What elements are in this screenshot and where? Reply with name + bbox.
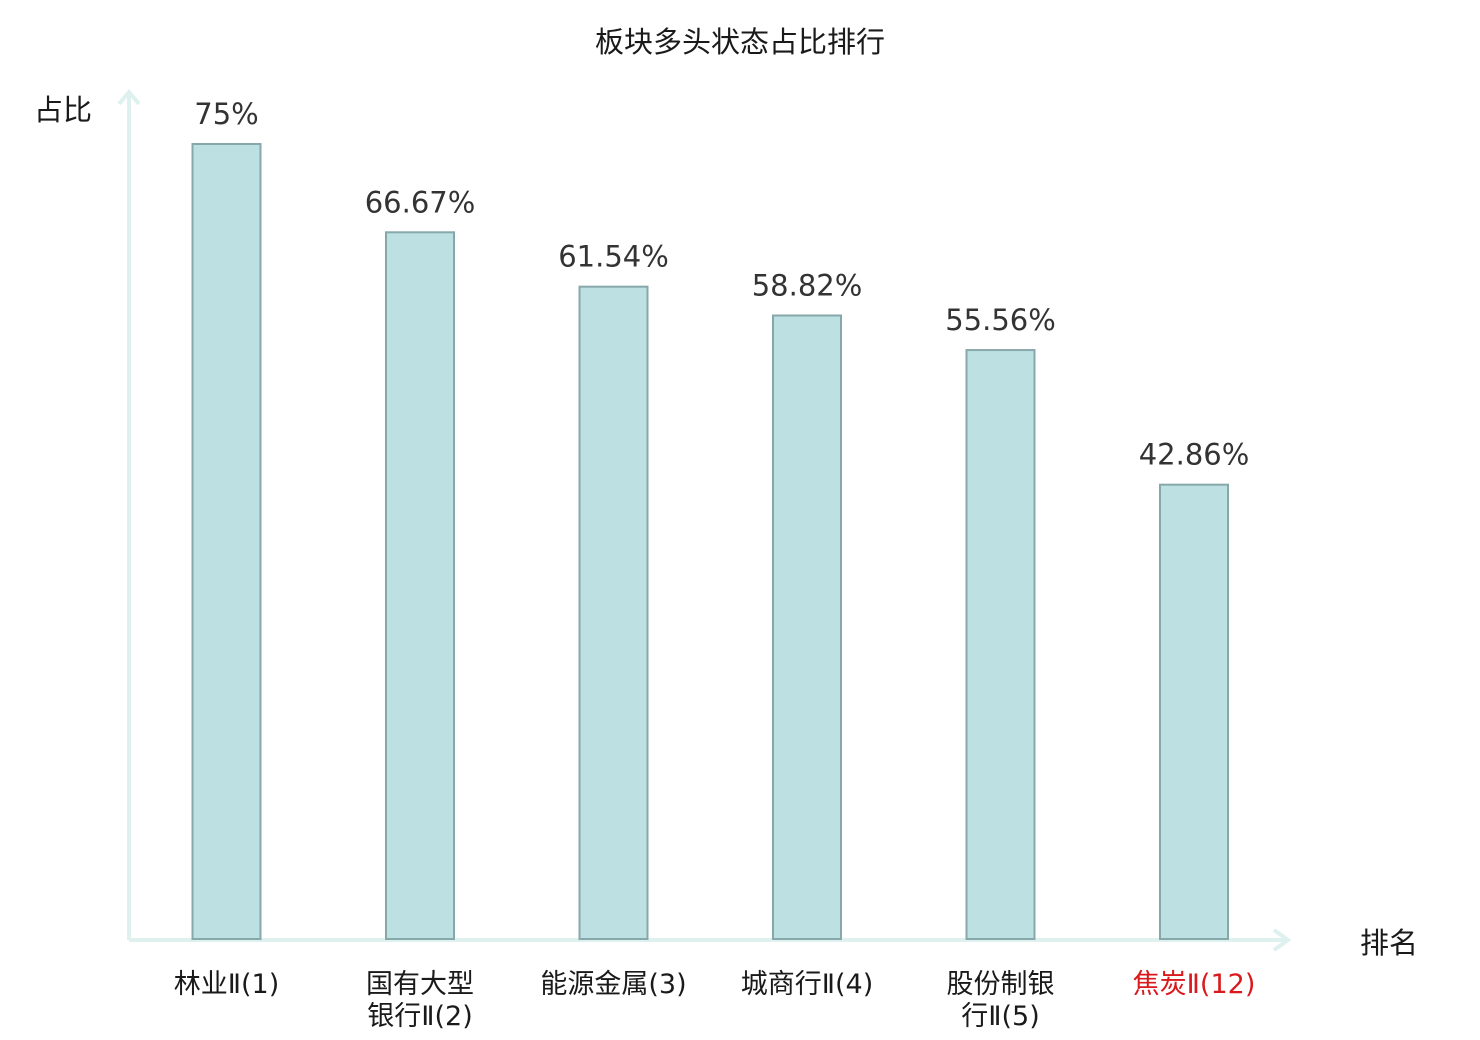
bar-1: [191, 143, 262, 940]
data-label-1: 75%: [194, 97, 258, 131]
bars-group: [191, 143, 1229, 941]
bar-6: [1159, 483, 1229, 940]
category-label-2: 国有大型银行Ⅱ(2): [366, 969, 474, 1032]
chart-title: 板块多头状态占比排行: [595, 25, 885, 59]
x-axis-label: 排名: [1360, 926, 1418, 960]
y-axis-label: 占比: [34, 93, 92, 127]
data-label-2: 66.67%: [365, 185, 476, 219]
category-label-5: 股份制银行Ⅱ(5): [947, 969, 1055, 1032]
category-label-1: 林业Ⅱ(1): [174, 969, 280, 1000]
x-axis-arrow: [1272, 928, 1292, 952]
category-labels-group: 林业Ⅱ(1) 国有大型银行Ⅱ(2) 能源金属(3) 城商行Ⅱ(4) 股份制银行Ⅱ(5) 焦…: [174, 969, 1256, 1032]
data-label-3: 61.54%: [558, 240, 669, 274]
data-label-5: 55.56%: [945, 303, 1056, 337]
axes: [117, 88, 1292, 952]
bar-5: [965, 349, 1036, 940]
category-label-3: 能源金属(3): [540, 969, 686, 1000]
data-label-6: 42.86%: [1139, 438, 1250, 472]
bar-2: [385, 231, 455, 941]
category-label-4: 城商行Ⅱ(4): [741, 969, 874, 1000]
bar-3: [578, 285, 649, 940]
data-labels-group: 75% 66.67% 61.54% 58.82% 55.56% 42.86%: [194, 97, 1249, 472]
y-axis-arrow: [117, 88, 141, 106]
data-label-4: 58.82%: [752, 269, 863, 303]
bar-4: [772, 314, 842, 940]
category-label-6: 焦炭Ⅱ(12): [1133, 969, 1256, 1000]
